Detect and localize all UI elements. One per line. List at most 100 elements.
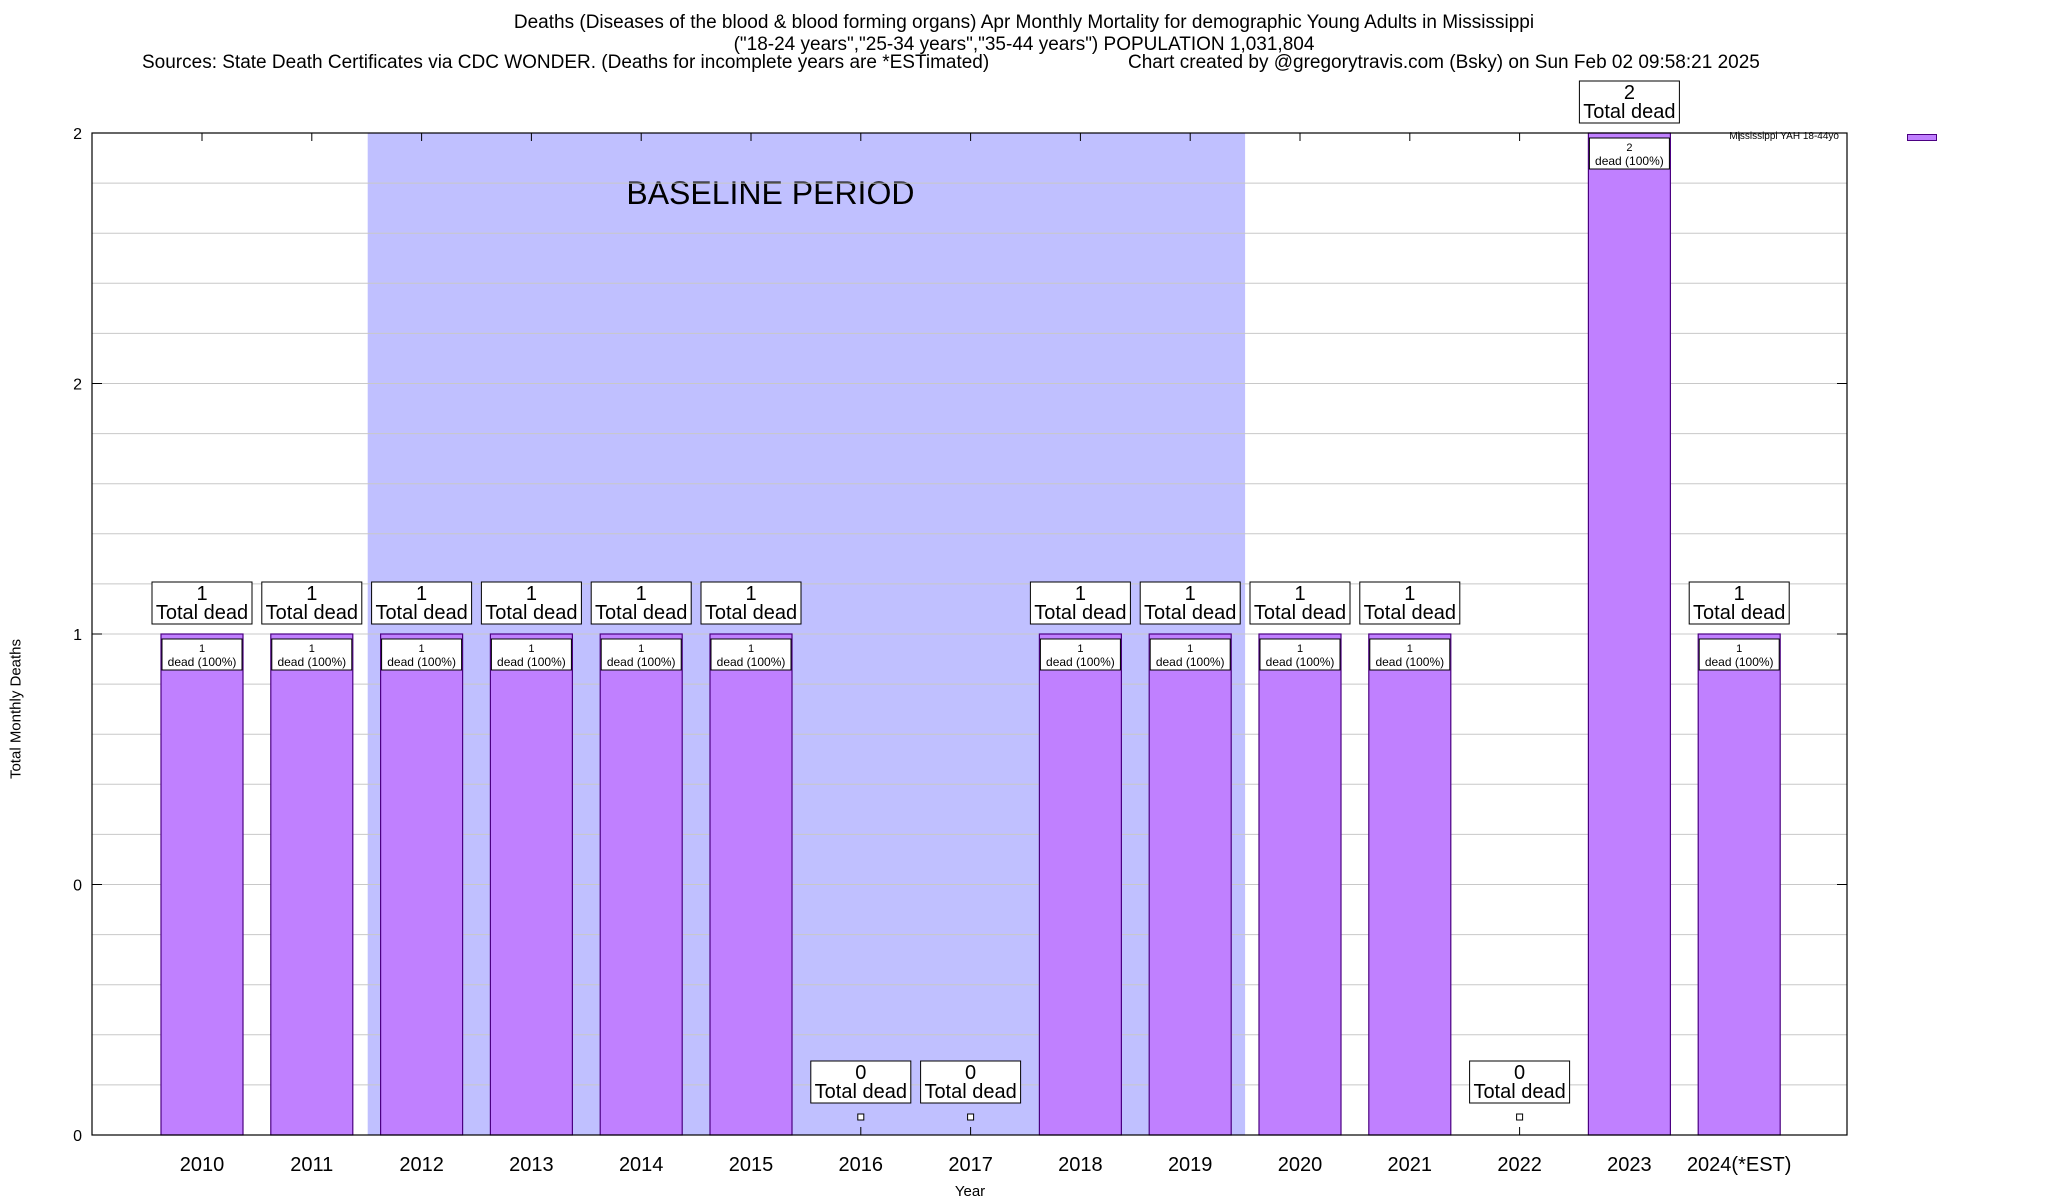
total-label-box [1359, 581, 1461, 625]
total-dead-label: Total dead [156, 602, 248, 624]
x-tick-label: 2015 [729, 1154, 774, 1176]
bar-inner-value: 1 [1736, 643, 1742, 655]
total-dead-label: Total dead [485, 602, 577, 624]
bar [380, 633, 464, 1136]
bar-inner-label: dead (100%) [1046, 655, 1115, 669]
total-value-label: 1 [1404, 583, 1415, 605]
zero-marker [857, 1113, 865, 1121]
x-tick-label: 2012 [399, 1154, 444, 1176]
bar [160, 633, 244, 1136]
total-value-label: 1 [1734, 583, 1745, 605]
total-label-box [261, 581, 363, 625]
credit-text: Chart created by @gregorytravis.com (Bsk… [1128, 52, 1760, 73]
bar-inner-value: 1 [1077, 643, 1083, 655]
total-dead-label: Total dead [266, 602, 358, 624]
total-value-label: 2 [1624, 82, 1635, 104]
x-tick-label: 2024(*EST) [1687, 1154, 1792, 1176]
total-value-label: 1 [526, 583, 537, 605]
bar-inner-label-box [1698, 638, 1780, 671]
x-tick-label: 2011 [290, 1154, 333, 1176]
y-tick-label: 0 [73, 878, 82, 895]
bar-inner-label-box [1588, 137, 1670, 170]
total-dead-label: Total dead [1144, 602, 1236, 624]
bar-inner-label: dead (100%) [387, 655, 456, 669]
bar-inner-value: 1 [748, 643, 754, 655]
total-label-box [700, 581, 802, 625]
total-dead-label: Total dead [815, 1081, 907, 1103]
bar-inner-value: 1 [1187, 643, 1193, 655]
total-label-box [1578, 80, 1680, 124]
total-value-label: 1 [306, 583, 317, 605]
bar [1697, 633, 1781, 1136]
bar [709, 633, 793, 1136]
total-value-label: 1 [745, 583, 756, 605]
baseline-period-label: BASELINE PERIOD [626, 175, 914, 211]
total-dead-label: Total dead [705, 602, 797, 624]
bar-inner-label-box [490, 638, 572, 671]
bar-inner-label-box [381, 638, 463, 671]
bar-inner-label-box [161, 638, 243, 671]
total-value-label: 1 [196, 583, 207, 605]
bar [1368, 633, 1452, 1136]
total-dead-label: Total dead [595, 602, 687, 624]
bar [1148, 633, 1232, 1136]
total-value-label: 0 [855, 1062, 866, 1084]
total-label-box [1139, 581, 1241, 625]
total-label-box [1249, 581, 1351, 625]
total-label-box [151, 581, 253, 625]
x-tick-label: 2016 [839, 1154, 884, 1176]
total-value-label: 0 [1514, 1062, 1525, 1084]
total-dead-label: Total dead [1034, 602, 1126, 624]
bar-inner-label: dead (100%) [607, 655, 676, 669]
bar-inner-label: dead (100%) [1156, 655, 1225, 669]
x-tick-label: 2023 [1607, 1154, 1652, 1176]
y-tick-label: 0 [73, 1128, 82, 1145]
x-tick-label: 2019 [1168, 1154, 1213, 1176]
total-dead-label: Total dead [1693, 602, 1785, 624]
total-value-label: 1 [636, 583, 647, 605]
total-label-box [920, 1060, 1022, 1104]
total-label-box [810, 1060, 912, 1104]
x-tick-label: 2018 [1058, 1154, 1103, 1176]
x-tick-label: 2017 [948, 1154, 993, 1176]
total-value-label: 1 [416, 583, 427, 605]
total-dead-label: Total dead [1364, 602, 1456, 624]
sources-text: Sources: State Death Certificates via CD… [142, 52, 990, 73]
zero-marker [1516, 1113, 1524, 1121]
bar-inner-value: 1 [419, 643, 425, 655]
y-tick-label: 2 [73, 377, 82, 394]
bar-inner-label: dead (100%) [497, 655, 566, 669]
bar-inner-label-box [1149, 638, 1231, 671]
total-label-box [1469, 1060, 1571, 1104]
bar [1587, 132, 1672, 1136]
bar [270, 633, 354, 1136]
x-axis-label: Year [954, 1183, 986, 1200]
bar [1258, 633, 1342, 1136]
bar [599, 633, 683, 1136]
x-tick-label: 2010 [180, 1154, 225, 1176]
title-line-1: Deaths (Diseases of the blood & blood fo… [513, 12, 1535, 33]
x-tick-label: 2014 [619, 1154, 664, 1176]
total-dead-label: Total dead [1254, 602, 1346, 624]
bar-inner-label: dead (100%) [1705, 655, 1774, 669]
plot-border [91, 132, 1848, 1136]
zero-marker [967, 1113, 975, 1121]
bar-inner-label: dead (100%) [1595, 154, 1664, 168]
source-line: Sources: State Death Certificates via CD… [0, 52, 2048, 76]
x-tick-label: 2021 [1388, 1154, 1433, 1176]
bar-inner-value: 1 [1407, 643, 1413, 655]
bar-inner-value: 1 [528, 643, 534, 655]
bar-inner-value: 1 [309, 643, 315, 655]
legend-swatch [1907, 134, 1937, 141]
bar-inner-value: 1 [199, 643, 205, 655]
total-value-label: 1 [1075, 583, 1086, 605]
total-value-label: 1 [1294, 583, 1305, 605]
y-axis-label: Total Monthly Deaths [7, 638, 25, 780]
total-dead-label: Total dead [1583, 101, 1675, 123]
total-value-label: 1 [1185, 583, 1196, 605]
y-tick-label: 1 [73, 627, 82, 644]
title-line-2: ("18-24 years","25-34 years","35-44 year… [733, 34, 1315, 55]
total-dead-label: Total dead [375, 602, 467, 624]
bar-inner-label-box [600, 638, 682, 671]
